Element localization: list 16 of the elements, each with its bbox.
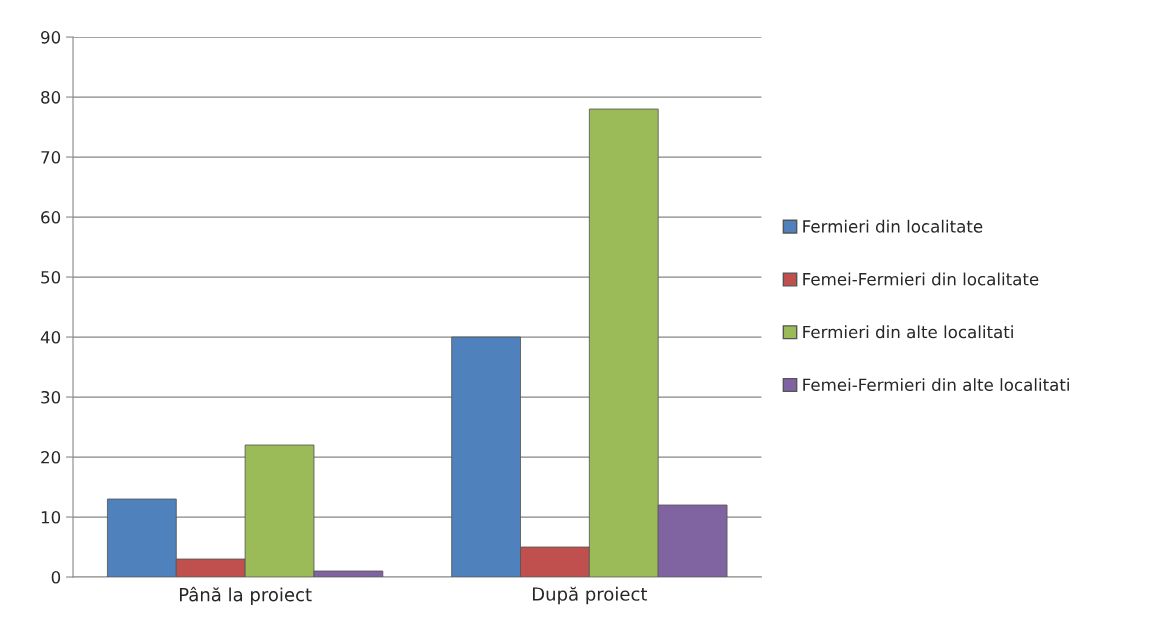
y-tick-label: 70 [41,151,61,164]
y-tick-label: 40 [40,331,61,344]
y-tick-label: 90 [41,31,61,44]
legend-label: Fermieri din alte localitati [803,325,1013,339]
legend-label: Femei-Fermieri din localitate [803,272,1039,286]
x-tick-label: După proiect [532,586,648,605]
x-tick-label: Până la proiect [179,586,312,605]
legend-label: Femei-Fermieri din alte localitati [803,378,1069,392]
y-tick-label: 10 [41,510,61,524]
y-tick-label: 50 [41,271,61,284]
y-tick-label: 30 [41,390,61,404]
y-tick-label: 60 [41,211,61,224]
legend-label: Fermieri din localitate [803,219,983,233]
y-tick-label: 80 [41,91,61,104]
y-tick-label: 0 [51,570,61,584]
y-tick-label: 20 [41,450,61,464]
